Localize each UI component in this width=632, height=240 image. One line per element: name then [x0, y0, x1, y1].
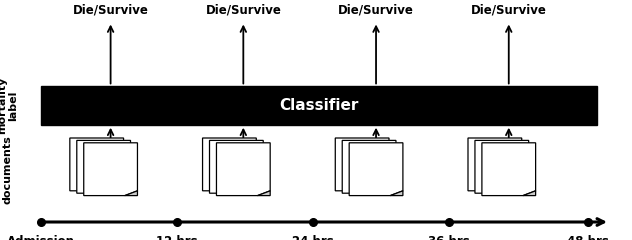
Polygon shape: [343, 140, 396, 193]
Polygon shape: [83, 143, 137, 196]
Text: Die/Survive: Die/Survive: [73, 4, 149, 17]
Polygon shape: [250, 188, 263, 193]
Text: 36 hrs: 36 hrs: [428, 235, 470, 240]
Polygon shape: [202, 138, 257, 191]
Polygon shape: [390, 191, 403, 196]
Polygon shape: [335, 138, 389, 191]
Text: 24 hrs: 24 hrs: [292, 235, 334, 240]
Text: 48 hrs: 48 hrs: [567, 235, 609, 240]
Polygon shape: [376, 186, 389, 191]
Polygon shape: [475, 140, 528, 193]
Text: Die/Survive: Die/Survive: [205, 4, 281, 17]
Text: Classifier: Classifier: [279, 98, 359, 113]
Polygon shape: [349, 143, 403, 196]
Polygon shape: [482, 143, 536, 196]
Polygon shape: [76, 140, 130, 193]
Text: Admission: Admission: [7, 235, 75, 240]
Polygon shape: [125, 191, 137, 196]
Polygon shape: [383, 188, 396, 193]
Polygon shape: [111, 186, 124, 191]
Polygon shape: [70, 138, 124, 191]
Polygon shape: [516, 188, 528, 193]
Text: mortality
label: mortality label: [0, 77, 18, 134]
Text: documents: documents: [3, 135, 13, 204]
Text: Die/Survive: Die/Survive: [471, 4, 547, 17]
Polygon shape: [210, 140, 263, 193]
Polygon shape: [523, 191, 536, 196]
Bar: [41, 86, 597, 125]
Polygon shape: [216, 143, 270, 196]
Polygon shape: [468, 138, 522, 191]
Polygon shape: [258, 191, 270, 196]
Polygon shape: [509, 186, 522, 191]
Text: Die/Survive: Die/Survive: [338, 4, 414, 17]
Text: 12 hrs: 12 hrs: [156, 235, 198, 240]
Polygon shape: [118, 188, 130, 193]
Polygon shape: [244, 186, 257, 191]
